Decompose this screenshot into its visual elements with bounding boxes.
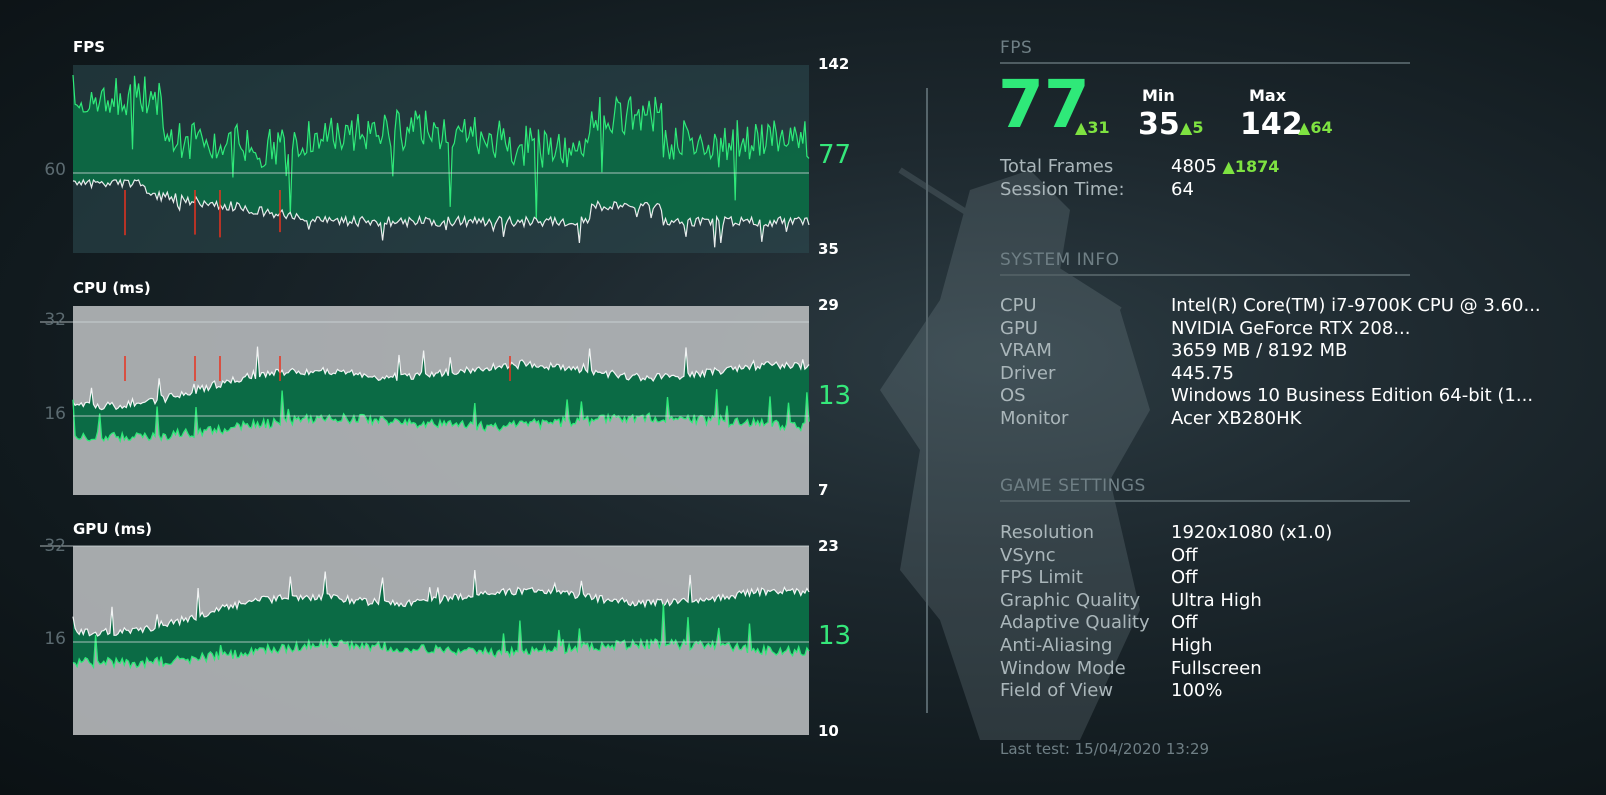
gpu-chart-title: GPU (ms) <box>73 520 152 538</box>
cpu-left-tick-mid: 16 <box>44 404 66 424</box>
cpu-left-tick-top: 32 <box>44 310 66 330</box>
fps-area <box>73 75 809 248</box>
cpu-chart-title: CPU (ms) <box>73 279 151 297</box>
up-triangle-icon: ▲ <box>1222 157 1235 176</box>
cpu-current-value: 13 <box>818 381 852 411</box>
min-label: Min <box>1142 86 1175 105</box>
fps-left-tick: 60 <box>44 160 66 180</box>
system-info-row-key: Driver <box>1000 362 1056 384</box>
system-info-row-value: 3659 MB / 8192 MB <box>1171 340 1348 362</box>
system-info-row-value: NVIDIA GeForce RTX 208... <box>1171 317 1411 339</box>
system-info-row-key: GPU <box>1000 317 1038 339</box>
fps-current-big: 77 <box>998 66 1090 143</box>
total-frames-number: 4805 <box>1171 156 1217 177</box>
total-frames-value: 4805 ▲1874 <box>1171 156 1279 177</box>
game-settings-divider <box>1000 500 1410 502</box>
gpu-current-value: 13 <box>818 621 852 651</box>
up-triangle-icon: ▲ <box>1180 118 1193 137</box>
system-info-row-key: VRAM <box>1000 340 1052 362</box>
game-settings-row-value: High <box>1171 635 1213 656</box>
game-settings-row-value: 100% <box>1171 680 1223 702</box>
gpu-bottom-value: 10 <box>818 722 839 740</box>
min-value: 35 <box>1138 107 1180 142</box>
game-settings-row-value: Off <box>1171 567 1198 589</box>
game-settings-row-value: 1920x1080 (x1.0) <box>1171 522 1333 543</box>
total-frames-label: Total Frames <box>1000 156 1114 177</box>
system-info-row-value: Acer XB280HK <box>1171 408 1302 429</box>
up-triangle-icon: ▲ <box>1075 118 1088 137</box>
game-settings-row-value: Off <box>1171 612 1198 634</box>
gpu-top-value: 23 <box>818 537 839 555</box>
system-info-row-key: OS <box>1000 385 1026 407</box>
total-frames-delta: 1874 <box>1234 157 1280 176</box>
session-time-value: 64 <box>1171 179 1194 200</box>
cpu-bottom-value: 7 <box>818 481 829 499</box>
last-test-footer: Last test: 15/04/2020 13:29 <box>1000 740 1210 758</box>
fps-current-delta-value: 31 <box>1087 118 1110 137</box>
session-time-label: Session Time: <box>1000 179 1125 200</box>
charts-area: FPS 60 142 77 35 CPU (ms) 32 16 29 13 7 … <box>40 38 852 740</box>
system-info-row-value: 445.75 <box>1171 362 1234 384</box>
max-delta-value: 64 <box>1310 118 1333 137</box>
game-settings-row-key: FPS Limit <box>1000 567 1083 589</box>
min-delta: ▲5 <box>1180 118 1203 137</box>
gpu-upper-trace <box>72 570 810 637</box>
background-statue-art <box>880 167 1150 740</box>
max-label: Max <box>1249 86 1287 105</box>
system-info-row-value: Intel(R) Core(TM) i7-9700K CPU @ 3.60... <box>1171 295 1541 316</box>
cpu-top-value: 29 <box>818 296 839 314</box>
game-settings-title: GAME SETTINGS <box>1000 476 1146 496</box>
max-delta: ▲64 <box>1298 118 1333 137</box>
min-delta-value: 5 <box>1192 118 1204 137</box>
game-settings-row-key: VSync <box>1000 544 1056 566</box>
game-settings-row-key: Window Mode <box>1000 657 1126 679</box>
system-info-divider <box>1000 274 1410 276</box>
system-info-row-value: Windows 10 Business Edition 64-bit (1... <box>1171 385 1534 407</box>
up-triangle-icon: ▲ <box>1298 118 1311 137</box>
game-settings-row-value: Ultra High <box>1171 589 1262 611</box>
fps-top-value: 142 <box>818 55 850 73</box>
charts-svg <box>40 65 810 735</box>
gpu-lower-trace <box>72 603 810 670</box>
cpu-lower-trace <box>72 389 810 444</box>
gpu-left-tick-mid: 16 <box>44 629 66 649</box>
game-settings-row-key: Anti-Aliasing <box>1000 635 1113 656</box>
gpu-area <box>73 570 809 668</box>
fps-chart-title: FPS <box>73 38 106 56</box>
game-settings-row-key: Adaptive Quality <box>1000 612 1150 634</box>
game-settings-row-key: Graphic Quality <box>1000 589 1141 611</box>
system-info-title: SYSTEM INFO <box>1000 250 1120 270</box>
game-settings-row-key: Resolution <box>1000 522 1095 543</box>
game-settings-row-key: Field of View <box>1000 680 1114 702</box>
fps-section-divider <box>1000 62 1410 64</box>
fps-section-title: FPS <box>1000 38 1033 58</box>
fps-bottom-value: 35 <box>818 240 839 258</box>
game-settings-row-value: Off <box>1171 544 1198 566</box>
max-value: 142 <box>1240 107 1303 142</box>
vertical-divider <box>926 88 928 713</box>
system-info-row-key: CPU <box>1000 295 1037 316</box>
fps-current-delta: ▲31 <box>1075 118 1110 137</box>
fps-current-value: 77 <box>818 140 852 170</box>
cpu-upper-trace <box>72 346 810 411</box>
fps-max-trace <box>72 74 810 220</box>
system-info-row-key: Monitor <box>1000 408 1069 429</box>
gpu-left-tick-top: 32 <box>44 536 66 556</box>
game-settings-row-value: Fullscreen <box>1171 657 1262 679</box>
